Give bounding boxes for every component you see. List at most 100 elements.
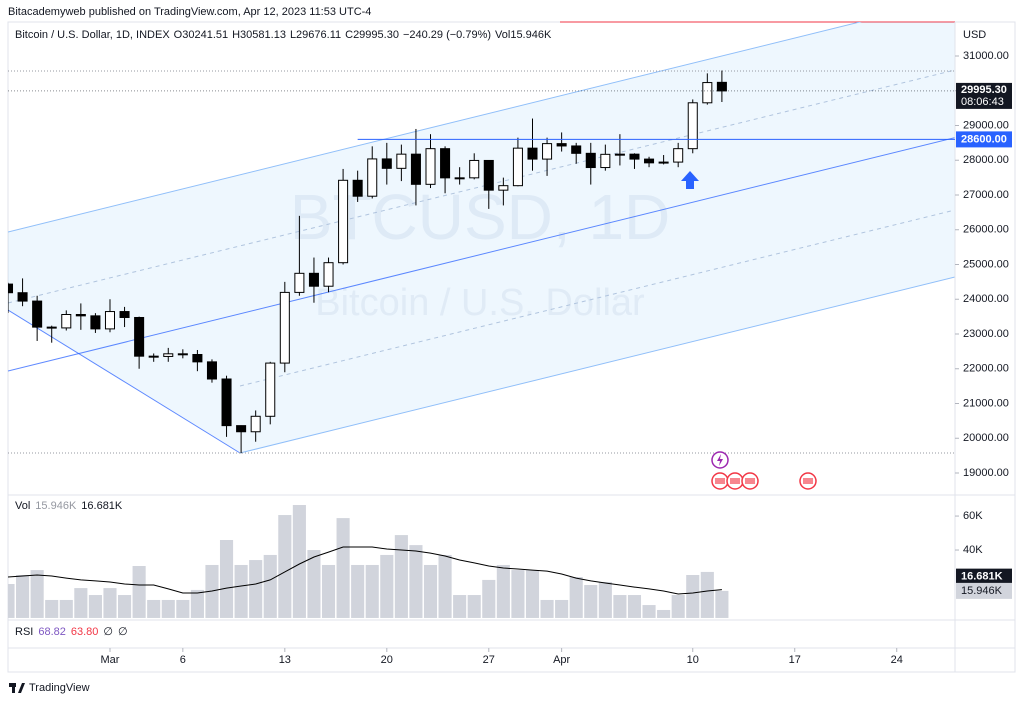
volume-bar bbox=[321, 564, 336, 618]
volume-last-axis-label: 15.946K bbox=[961, 585, 1003, 597]
ohlc-low: L29676.11 bbox=[290, 29, 341, 41]
candle-body bbox=[629, 153, 640, 160]
candle-body bbox=[512, 147, 523, 187]
volume-bar bbox=[88, 595, 102, 618]
volume-bar bbox=[467, 595, 481, 618]
rsi-value: 68.82 bbox=[38, 626, 66, 638]
ohlc-open: O30241.51 bbox=[174, 29, 228, 41]
last-price-box bbox=[956, 82, 1012, 109]
candle-body bbox=[32, 300, 43, 328]
event-flag bbox=[745, 478, 755, 484]
volume-bar bbox=[409, 545, 423, 618]
volume-bar bbox=[351, 564, 365, 618]
candle-body bbox=[119, 311, 130, 318]
y-tick-label: 60K bbox=[963, 510, 983, 522]
volume-ma-axis-label: 16.681K bbox=[961, 571, 1003, 583]
volume-bar bbox=[511, 570, 525, 618]
volume-bar bbox=[103, 588, 117, 618]
volume-value: Vol15.946K bbox=[495, 29, 552, 41]
ohlc-close: C29995.30 bbox=[345, 29, 399, 41]
volume-last: 15.946K bbox=[35, 500, 77, 512]
y-tick-label: 23000.00 bbox=[963, 328, 1009, 340]
channel-lower bbox=[239, 276, 955, 454]
candle-body bbox=[571, 145, 582, 154]
x-tick-label: 17 bbox=[789, 654, 801, 666]
x-tick-label: 27 bbox=[483, 654, 495, 666]
volume-bar bbox=[365, 564, 379, 618]
currency: USD bbox=[963, 29, 986, 41]
volume-bar bbox=[453, 595, 467, 618]
candle-body bbox=[469, 159, 480, 179]
volume-bar bbox=[627, 595, 642, 618]
event-flag bbox=[715, 478, 725, 484]
volume-legend: Vol 15.946K 16.681K bbox=[15, 500, 123, 512]
candle-body bbox=[90, 315, 101, 330]
y-tick-label: 19000.00 bbox=[963, 467, 1009, 479]
volume-bar bbox=[686, 574, 700, 618]
candle-body bbox=[658, 161, 669, 164]
candle-body bbox=[323, 262, 334, 287]
candle-body bbox=[192, 354, 203, 363]
volume-bar bbox=[190, 589, 204, 618]
candle-body bbox=[294, 272, 305, 293]
rsi-legend: RSI 68.82 63.80 ∅ ∅ bbox=[15, 626, 128, 638]
candle-body bbox=[381, 158, 392, 169]
volume-bar bbox=[176, 599, 190, 618]
candle-body bbox=[61, 314, 72, 329]
rsi-value: ∅ bbox=[103, 626, 113, 638]
candle-body bbox=[600, 153, 611, 169]
volume-ma-line bbox=[8, 546, 722, 595]
event-icon bbox=[717, 454, 723, 466]
y-tick-label: 22000.00 bbox=[963, 363, 1009, 375]
candle-body bbox=[687, 102, 698, 150]
candle-body bbox=[367, 158, 378, 197]
volume-bar bbox=[292, 505, 306, 618]
candle-body bbox=[308, 272, 319, 287]
volume-bar bbox=[555, 599, 569, 618]
y-tick-label: 24000.00 bbox=[963, 293, 1009, 305]
volume-bar bbox=[263, 554, 277, 618]
volume-bar bbox=[642, 605, 656, 618]
ohlc-high: H30581.13 bbox=[232, 29, 286, 41]
y-tick-label: 40K bbox=[963, 544, 983, 556]
volume-last-box bbox=[956, 582, 1012, 599]
y-tick-label: 21000.00 bbox=[963, 397, 1009, 409]
candle-body bbox=[483, 159, 494, 191]
channel-mid-upper bbox=[8, 69, 955, 304]
event-flag bbox=[803, 478, 813, 484]
candle-body bbox=[177, 353, 188, 356]
logo-mark bbox=[12, 683, 15, 693]
rsi-value: 63.80 bbox=[71, 626, 99, 638]
legend-header: Bitcoin / U.S. Dollar, 1D, INDEX O30241.5… bbox=[15, 29, 552, 41]
candle-body bbox=[614, 153, 625, 156]
candle-body bbox=[352, 179, 363, 197]
x-tick-label: 13 bbox=[279, 654, 291, 666]
volume-bar bbox=[147, 599, 161, 618]
candle-body bbox=[338, 179, 349, 264]
watermark: Bitcoin / U.S. Dollar bbox=[315, 282, 645, 324]
volume-bar bbox=[278, 515, 292, 618]
volume-bar bbox=[700, 571, 714, 618]
symbol: Bitcoin / U.S. Dollar, 1D, INDEX bbox=[15, 29, 170, 41]
candle-body bbox=[498, 185, 509, 191]
candle-body bbox=[527, 147, 538, 160]
candle-body bbox=[410, 153, 421, 185]
volume-bar bbox=[307, 550, 321, 618]
volume-bar bbox=[394, 535, 408, 618]
candle-body bbox=[206, 361, 217, 380]
logo-mark bbox=[18, 683, 25, 693]
volume-bar bbox=[380, 554, 394, 618]
economic-events bbox=[711, 472, 817, 490]
volume-bar bbox=[30, 570, 44, 618]
candle-body bbox=[440, 148, 451, 179]
volume-bar bbox=[671, 595, 685, 618]
candle-body bbox=[716, 81, 727, 92]
candle-body bbox=[454, 177, 465, 180]
volume-ma-last: 16.681K bbox=[81, 500, 123, 512]
candle-body bbox=[250, 415, 261, 433]
level-box bbox=[956, 131, 1012, 148]
candle-body bbox=[104, 311, 116, 330]
candle-body bbox=[75, 314, 86, 317]
volume-bar bbox=[525, 570, 540, 618]
volume-bar bbox=[132, 565, 146, 618]
